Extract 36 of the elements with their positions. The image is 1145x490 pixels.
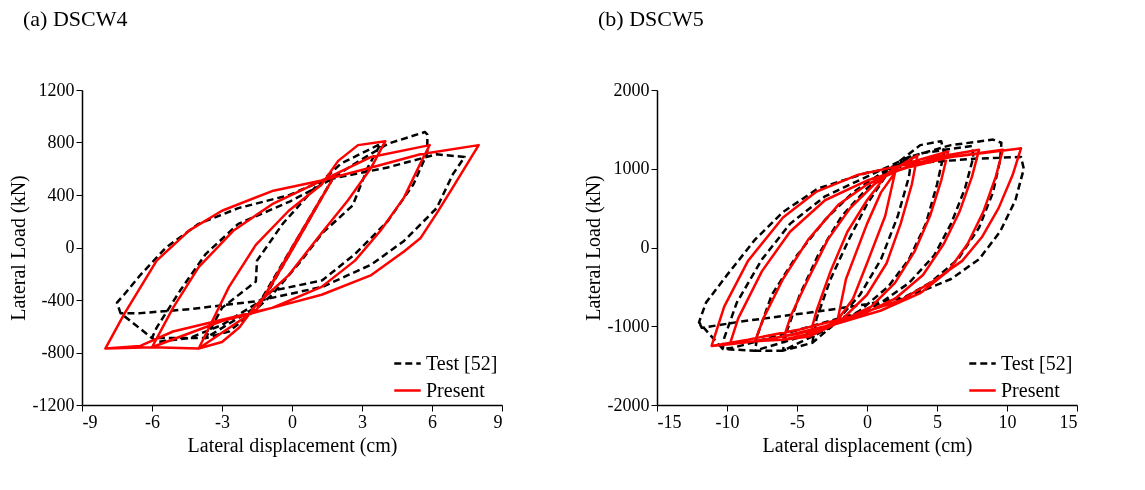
y-tick-label: -1200 (32, 394, 75, 415)
x-tick-label: 5 (933, 411, 942, 432)
y-axis-title: Lateral Load (kN) (6, 175, 30, 321)
legend-label: Present (1001, 378, 1061, 401)
x-tick-label: -3 (215, 411, 230, 432)
chart-title: (b) DSCW5 (598, 6, 704, 31)
x-tick-label: 3 (358, 411, 367, 432)
y-tick-label: 800 (47, 132, 75, 152)
y-tick-label: -1000 (607, 315, 650, 336)
y-tick-label: 1200 (38, 79, 75, 100)
x-axis-title: Lateral displacement (cm) (187, 433, 398, 457)
legend-label: Test [52] (1001, 351, 1073, 374)
x-tick-label: -15 (657, 411, 682, 432)
x-tick-label: 9 (493, 411, 503, 432)
x-tick-label: -10 (715, 411, 740, 432)
x-axis-title: Lateral displacement (cm) (762, 433, 973, 457)
x-tick-label: 6 (428, 411, 437, 432)
y-tick-label: 0 (65, 237, 75, 257)
x-tick-label: -9 (82, 411, 98, 432)
x-tick-label: -6 (145, 411, 160, 432)
y-tick-label: 1000 (613, 158, 650, 179)
x-tick-label: 10 (998, 411, 1017, 432)
y-tick-label: -400 (41, 289, 75, 310)
chart-title: (a) DSCW4 (23, 6, 128, 31)
y-tick-label: -2000 (607, 394, 650, 415)
legend-label: Test [52] (426, 351, 498, 374)
x-tick-label: 0 (863, 411, 872, 432)
x-tick-label: 15 (1059, 411, 1078, 432)
y-tick-label: 400 (47, 184, 75, 205)
y-tick-label: 0 (640, 237, 650, 257)
x-tick-label: 0 (288, 411, 297, 432)
y-tick-label: -800 (41, 342, 75, 362)
y-axis-title: Lateral Load (kN) (581, 175, 605, 321)
legend-label: Present (426, 378, 486, 401)
x-tick-label: -5 (790, 411, 805, 432)
y-tick-label: 2000 (613, 79, 650, 100)
